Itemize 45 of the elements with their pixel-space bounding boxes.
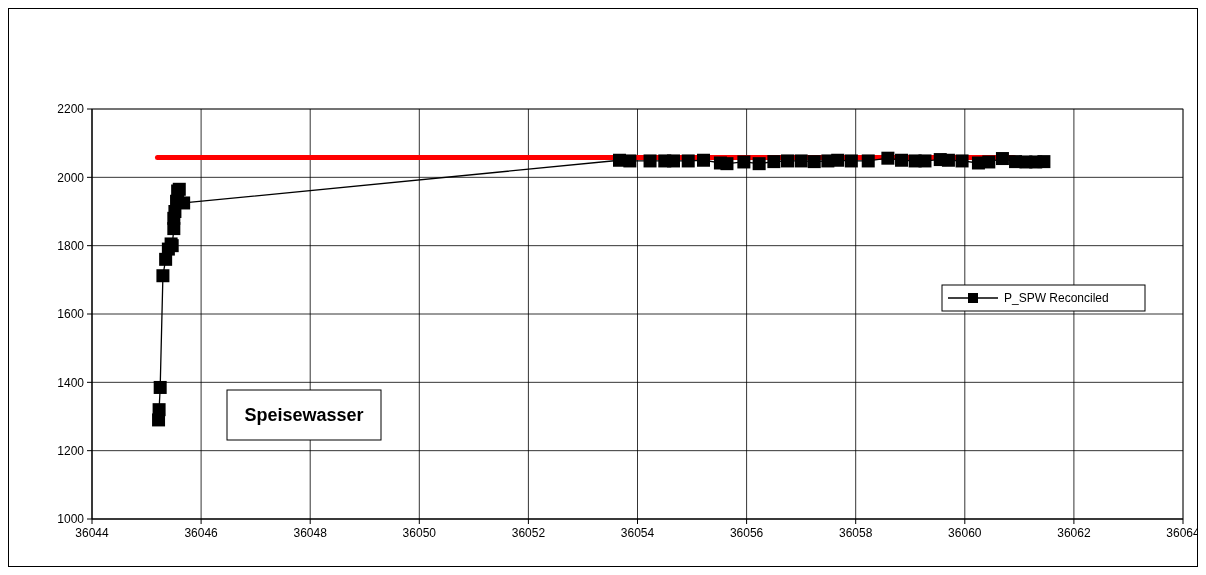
y-tick-label: 1800 <box>57 238 85 253</box>
y-tick-label: 2000 <box>57 170 85 185</box>
point <box>831 153 845 167</box>
point <box>895 153 909 167</box>
point <box>767 155 781 169</box>
point <box>153 380 167 394</box>
point <box>918 154 932 168</box>
point <box>643 154 657 168</box>
point <box>156 269 170 283</box>
point <box>781 154 795 168</box>
x-tick-label: 36052 <box>511 526 546 540</box>
point <box>881 151 895 165</box>
point <box>982 155 996 169</box>
point <box>681 154 695 168</box>
x-tick-label: 36058 <box>839 526 873 540</box>
x-tick-label: 36046 <box>184 526 219 540</box>
point <box>861 154 875 168</box>
point <box>152 403 166 417</box>
point <box>794 154 808 168</box>
y-tick-label: 1400 <box>57 375 85 390</box>
x-tick-label: 36044 <box>75 526 110 540</box>
point <box>955 154 969 168</box>
x-tick-label: 36056 <box>729 526 764 540</box>
y-tick-label: 2200 <box>57 102 85 117</box>
point <box>752 157 766 171</box>
y-tick-label: 1600 <box>57 307 85 322</box>
x-tick-label: 36054 <box>620 526 655 540</box>
point <box>995 152 1009 166</box>
y-tick-label: 1000 <box>57 512 85 527</box>
y-tick-label: 1200 <box>57 443 85 458</box>
point <box>737 155 751 169</box>
x-tick-label: 36062 <box>1057 526 1091 540</box>
point <box>941 153 955 167</box>
legend-label: P_SPW Reconciled <box>1004 291 1109 306</box>
x-tick-label: 36048 <box>293 526 328 540</box>
annotation: Speisewasser <box>244 405 364 426</box>
point <box>697 153 711 167</box>
point <box>844 154 858 168</box>
point <box>667 154 680 168</box>
point <box>623 154 637 168</box>
point <box>1037 155 1051 169</box>
x-tick-label: 36050 <box>402 526 437 540</box>
point <box>720 157 734 171</box>
point <box>807 155 821 169</box>
x-tick-label: 36060 <box>948 526 982 540</box>
